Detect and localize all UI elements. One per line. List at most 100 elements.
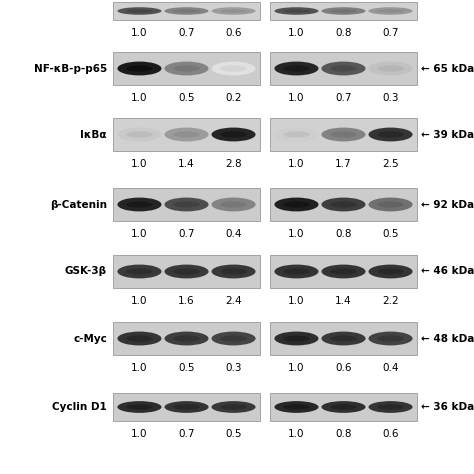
Ellipse shape <box>274 401 319 413</box>
Ellipse shape <box>173 9 200 13</box>
Ellipse shape <box>330 268 357 274</box>
Text: 1.6: 1.6 <box>178 296 195 306</box>
Ellipse shape <box>283 268 310 274</box>
Text: Cyclin D1: Cyclin D1 <box>52 402 107 412</box>
Ellipse shape <box>126 336 153 342</box>
Ellipse shape <box>321 401 365 413</box>
Ellipse shape <box>330 65 357 72</box>
Text: 0.4: 0.4 <box>383 363 399 373</box>
Text: ← 92 kDa: ← 92 kDa <box>421 200 474 210</box>
Ellipse shape <box>126 131 153 137</box>
Ellipse shape <box>377 268 404 274</box>
Ellipse shape <box>173 131 200 137</box>
Ellipse shape <box>330 404 357 410</box>
Ellipse shape <box>118 198 162 211</box>
Text: 2.4: 2.4 <box>225 296 242 306</box>
Text: 1.0: 1.0 <box>288 93 305 103</box>
Bar <box>270 188 417 221</box>
Text: c-Myc: c-Myc <box>73 334 107 344</box>
Ellipse shape <box>173 65 200 72</box>
Text: 1.0: 1.0 <box>131 296 148 306</box>
Ellipse shape <box>211 198 255 211</box>
Text: 0.6: 0.6 <box>225 28 242 38</box>
Text: 2.2: 2.2 <box>382 296 399 306</box>
Ellipse shape <box>164 62 209 75</box>
Ellipse shape <box>211 62 255 75</box>
Bar <box>270 393 417 421</box>
Ellipse shape <box>126 404 153 410</box>
Ellipse shape <box>211 7 255 15</box>
Text: 1.4: 1.4 <box>178 159 195 169</box>
Ellipse shape <box>118 128 162 141</box>
Ellipse shape <box>220 65 247 72</box>
Ellipse shape <box>211 332 255 346</box>
Bar <box>113 255 260 288</box>
Ellipse shape <box>173 404 200 410</box>
Text: 1.0: 1.0 <box>288 28 305 38</box>
Ellipse shape <box>118 62 162 75</box>
Ellipse shape <box>126 268 153 274</box>
Text: 0.7: 0.7 <box>178 229 195 239</box>
Text: 1.0: 1.0 <box>288 296 305 306</box>
Bar <box>270 118 417 151</box>
Ellipse shape <box>220 268 247 274</box>
Text: 0.4: 0.4 <box>225 229 242 239</box>
Text: 0.5: 0.5 <box>178 363 195 373</box>
Text: 0.2: 0.2 <box>225 93 242 103</box>
Ellipse shape <box>377 336 404 342</box>
Text: ← 48 kDa: ← 48 kDa <box>421 334 474 344</box>
Ellipse shape <box>126 201 153 208</box>
Bar <box>113 322 260 355</box>
Text: NF-κB-p-p65: NF-κB-p-p65 <box>34 64 107 73</box>
Text: ← 65 kDa: ← 65 kDa <box>421 64 474 73</box>
Text: 0.7: 0.7 <box>335 93 352 103</box>
Ellipse shape <box>118 264 162 278</box>
Ellipse shape <box>321 264 365 278</box>
Text: 1.0: 1.0 <box>288 429 305 439</box>
Text: 0.7: 0.7 <box>178 429 195 439</box>
Text: 1.0: 1.0 <box>288 229 305 239</box>
Bar <box>270 255 417 288</box>
Bar <box>113 2 260 20</box>
Ellipse shape <box>368 62 412 75</box>
Text: ← 39 kDa: ← 39 kDa <box>421 129 474 139</box>
Ellipse shape <box>274 198 319 211</box>
Bar <box>270 322 417 355</box>
Ellipse shape <box>283 201 310 208</box>
Text: 0.8: 0.8 <box>335 429 352 439</box>
Text: 2.8: 2.8 <box>225 159 242 169</box>
Bar <box>113 188 260 221</box>
Text: 2.5: 2.5 <box>382 159 399 169</box>
Ellipse shape <box>368 401 412 413</box>
Ellipse shape <box>368 332 412 346</box>
Text: 1.0: 1.0 <box>131 363 148 373</box>
Text: 1.0: 1.0 <box>131 159 148 169</box>
Ellipse shape <box>164 128 209 141</box>
Ellipse shape <box>368 128 412 141</box>
Ellipse shape <box>283 9 310 13</box>
Text: 0.7: 0.7 <box>178 28 195 38</box>
Ellipse shape <box>220 336 247 342</box>
Ellipse shape <box>118 401 162 413</box>
Ellipse shape <box>211 128 255 141</box>
Ellipse shape <box>368 198 412 211</box>
Ellipse shape <box>164 332 209 346</box>
Ellipse shape <box>283 336 310 342</box>
Text: 0.8: 0.8 <box>335 229 352 239</box>
Text: 1.0: 1.0 <box>131 93 148 103</box>
Text: 1.4: 1.4 <box>335 296 352 306</box>
Ellipse shape <box>274 264 319 278</box>
Text: 1.7: 1.7 <box>335 159 352 169</box>
Ellipse shape <box>274 7 319 15</box>
Bar <box>270 2 417 20</box>
Ellipse shape <box>368 7 412 15</box>
Ellipse shape <box>377 201 404 208</box>
Ellipse shape <box>377 65 404 72</box>
Ellipse shape <box>173 336 200 342</box>
Ellipse shape <box>368 264 412 278</box>
Ellipse shape <box>220 404 247 410</box>
Ellipse shape <box>283 404 310 410</box>
Ellipse shape <box>274 62 319 75</box>
Bar <box>113 52 260 85</box>
Ellipse shape <box>274 332 319 346</box>
